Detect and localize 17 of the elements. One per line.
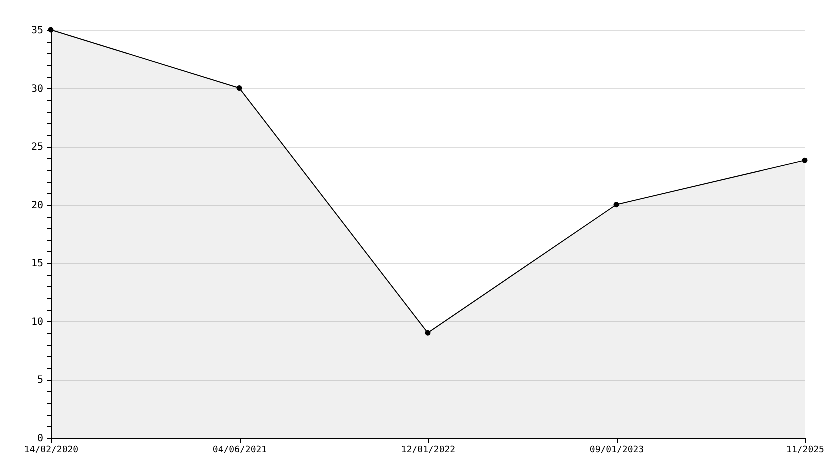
y-tick-label: 30 [31,84,44,95]
x-tick-label: 12/01/2022 [401,446,456,456]
y-tick-label: 35 [31,26,44,36]
y-tick-label: 20 [31,200,44,212]
y-tick-label: 15 [31,258,44,270]
point [236,86,242,92]
y-tick-label: 0 [37,434,44,444]
x-tick-label: 04/06/2021 [212,446,268,456]
point [802,158,808,164]
x-tick-label: 09/01/2023 [590,446,644,456]
x-tick-label: 14/02/2020 [24,446,79,456]
y-tick-label: 5 [37,375,44,386]
point [425,330,431,336]
point [614,202,620,208]
y-tick-label: 10 [31,316,44,328]
y-tick-label: 25 [31,142,44,154]
x-tick-label: 11/2025 [786,446,824,456]
